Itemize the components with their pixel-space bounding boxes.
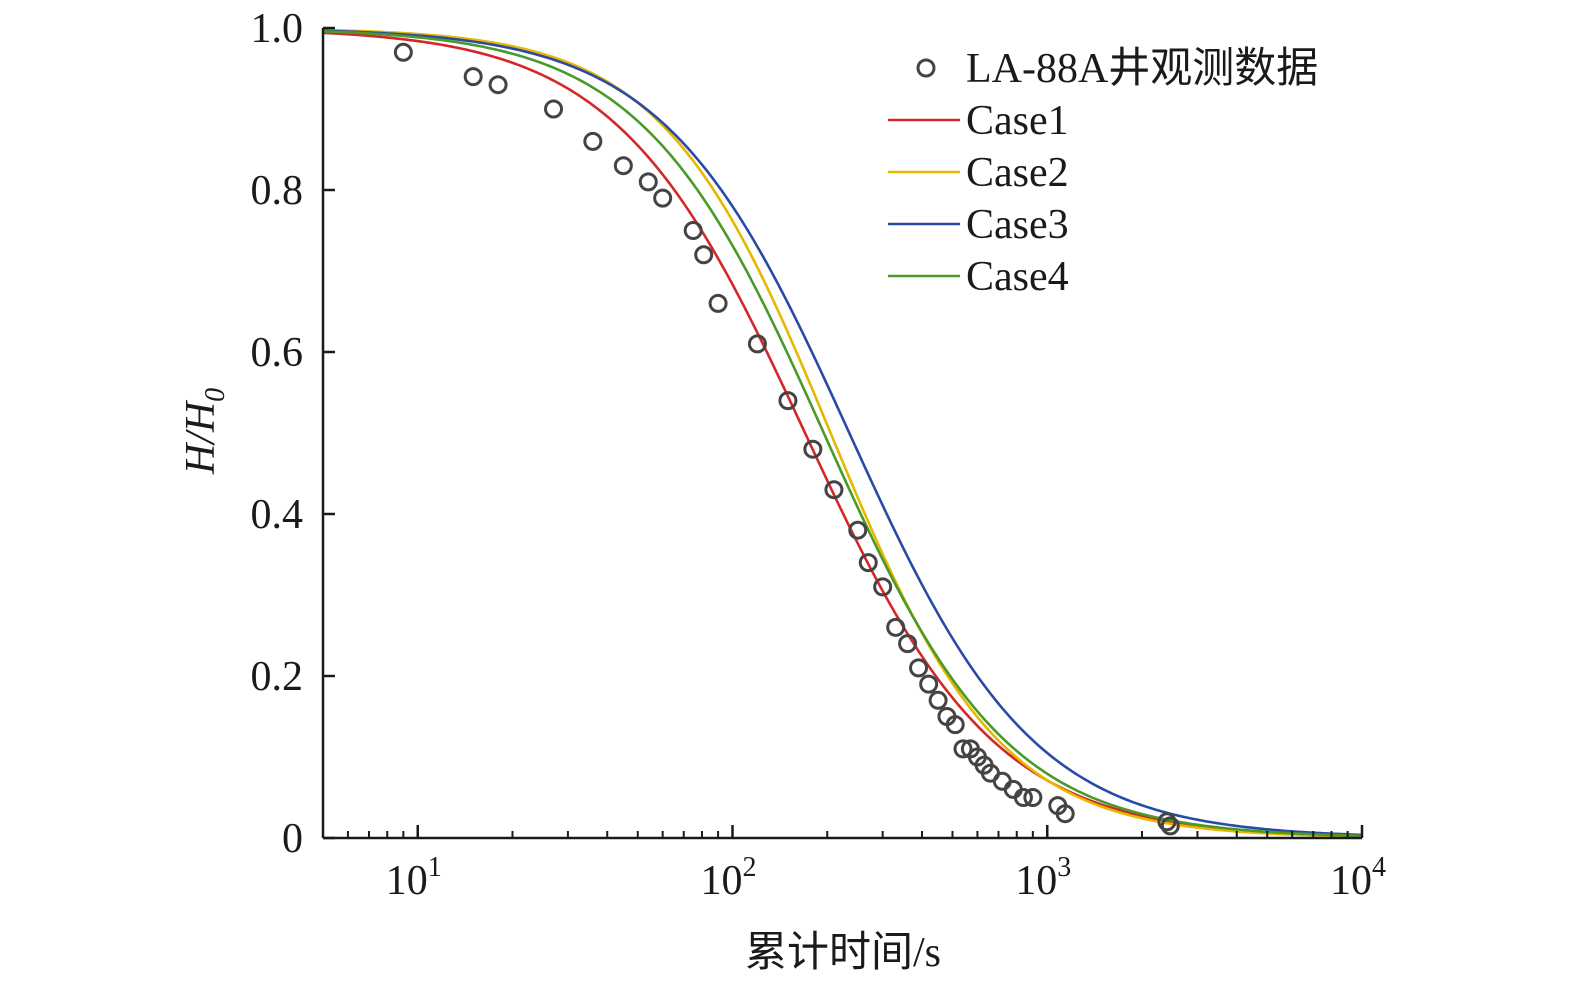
y-tick-label: 0.2 <box>251 654 304 700</box>
observed-point <box>778 391 798 411</box>
legend-marker-observed <box>916 58 936 78</box>
legend-label-case1: Case1 <box>966 98 1069 144</box>
series-line-case2 <box>322 28 1363 838</box>
x-tick-label: 102 <box>700 852 756 904</box>
observed-point <box>848 520 868 540</box>
observed-point <box>708 293 728 313</box>
series-line-case1 <box>322 31 1363 838</box>
observed-point <box>953 739 973 759</box>
observed-point <box>919 674 939 694</box>
observed-point <box>1013 788 1033 807</box>
x-tick-label: 104 <box>1330 852 1386 904</box>
observed-point <box>928 690 948 710</box>
y-axis-title-main: H/H <box>178 399 224 475</box>
x-tick-label-exponent: 3 <box>1057 852 1071 883</box>
x-tick-label-exponent: 4 <box>1372 852 1386 883</box>
observed-point <box>463 67 483 87</box>
legend: LA-88A井观测数据 Case1 Case2 Case3 Case4 <box>888 46 1318 300</box>
y-tick-label: 0.8 <box>251 168 304 214</box>
observed-point <box>613 156 633 176</box>
y-axis-title-subscript: 0 <box>200 388 231 402</box>
observed-point <box>393 42 413 62</box>
series-line-case4 <box>322 30 1363 838</box>
observed-point <box>544 99 564 119</box>
legend-label-observed: LA-88A井观测数据 <box>966 46 1318 92</box>
observed-point <box>1023 788 1043 807</box>
observed-point <box>909 658 929 678</box>
observed-point <box>683 221 703 240</box>
y-tick-label: 0.4 <box>251 492 304 538</box>
x-tick-label-base: 10 <box>1015 858 1057 904</box>
observed-points-layer <box>393 42 1180 836</box>
observed-point <box>1160 816 1180 836</box>
observed-point <box>1157 812 1177 832</box>
y-axis-title: H/H0 <box>178 388 231 475</box>
x-tick-label: 101 <box>386 852 442 904</box>
observed-point <box>898 634 918 654</box>
observed-point <box>1055 804 1075 824</box>
x-tick-label-base: 10 <box>700 858 742 904</box>
observed-point <box>803 439 823 459</box>
legend-label-case3: Case3 <box>966 202 1069 248</box>
y-tick-label: 0 <box>282 816 303 862</box>
observed-point <box>886 617 906 637</box>
x-tick-label-base: 10 <box>386 858 428 904</box>
legend-label-case4: Case4 <box>966 254 1069 300</box>
x-tick-label-base: 10 <box>1330 858 1372 904</box>
observed-point <box>992 771 1012 791</box>
y-tick-label: 0.6 <box>251 330 304 376</box>
x-axis-title: 累计时间/s <box>745 930 941 976</box>
observed-point <box>747 334 767 354</box>
observed-point <box>824 480 844 500</box>
observed-point <box>694 245 714 265</box>
x-tick-label: 103 <box>1015 852 1071 904</box>
y-tick-label: 1.0 <box>251 6 304 52</box>
observed-point <box>583 131 603 151</box>
series-line-case3 <box>322 29 1363 837</box>
observed-point <box>638 172 658 192</box>
observed-point <box>653 188 673 208</box>
observed-point <box>873 577 893 597</box>
observed-point <box>858 553 878 573</box>
observed-point <box>945 715 965 735</box>
observed-point <box>488 75 508 95</box>
x-tick-label-exponent: 1 <box>428 852 442 883</box>
legend-label-case2: Case2 <box>966 150 1069 196</box>
curve-layer <box>322 28 1363 838</box>
x-tick-label-exponent: 2 <box>742 852 756 883</box>
